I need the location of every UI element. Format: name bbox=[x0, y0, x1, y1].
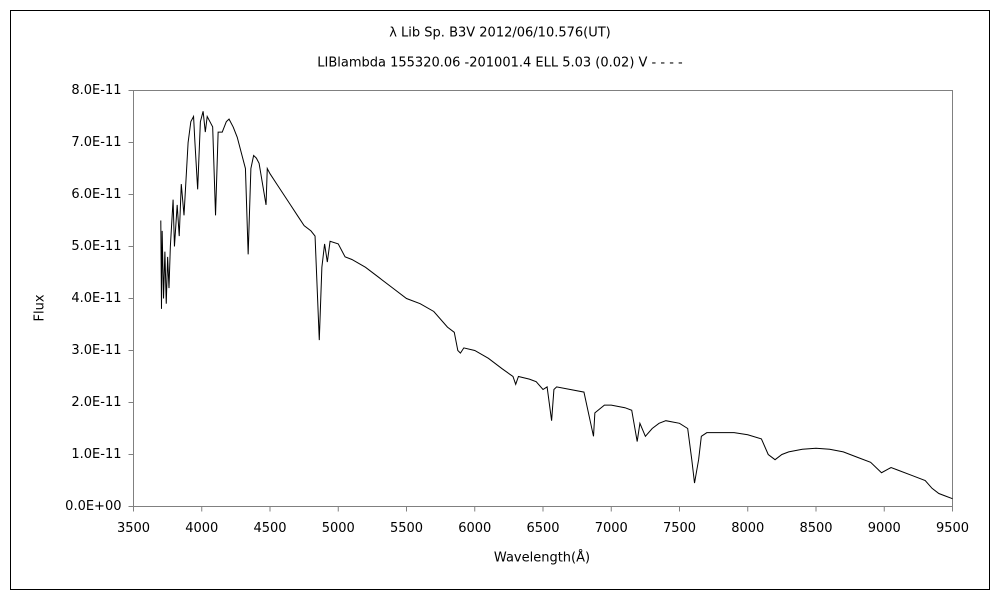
x-tick-label: 7000 bbox=[595, 521, 628, 536]
x-tick-label: 5000 bbox=[322, 521, 355, 536]
y-tick-label: 1.0E-11 bbox=[71, 447, 121, 462]
x-tick-label: 9000 bbox=[868, 521, 901, 536]
x-tick-label: 6500 bbox=[526, 521, 559, 536]
x-tick-label: 4500 bbox=[253, 521, 286, 536]
chart-title: λ Lib Sp. B3V 2012/06/10.576(UT) bbox=[389, 26, 611, 41]
chart-border bbox=[10, 10, 990, 590]
spectrum-line bbox=[160, 111, 953, 500]
plot-area bbox=[133, 90, 953, 507]
y-axis-label: Flux bbox=[33, 294, 48, 321]
x-tick-label: 8000 bbox=[731, 521, 764, 536]
y-tick-label: 5.0E-11 bbox=[71, 239, 121, 254]
chart-subtitle: LIBlambda 155320.06 -201001.4 ELL 5.03 (… bbox=[317, 56, 683, 71]
y-tick-label: 2.0E-11 bbox=[71, 395, 121, 410]
y-tick-label: 0.0E+00 bbox=[65, 499, 121, 514]
x-tick-label: 4000 bbox=[185, 521, 218, 536]
x-axis-label: Wavelength(Å) bbox=[494, 550, 590, 566]
x-tick-label: 5500 bbox=[390, 521, 423, 536]
y-tick-label: 3.0E-11 bbox=[71, 343, 121, 358]
x-tick-label: 7500 bbox=[663, 521, 696, 536]
x-tick-label: 3500 bbox=[117, 521, 150, 536]
y-tick-label: 7.0E-11 bbox=[71, 135, 121, 150]
y-tick-label: 4.0E-11 bbox=[71, 291, 121, 306]
y-tick-label: 8.0E-11 bbox=[71, 83, 121, 98]
x-tick-label: 6000 bbox=[458, 521, 491, 536]
x-tick-label: 9500 bbox=[936, 521, 969, 536]
y-tick-label: 6.0E-11 bbox=[71, 187, 121, 202]
x-tick-label: 8500 bbox=[799, 521, 832, 536]
